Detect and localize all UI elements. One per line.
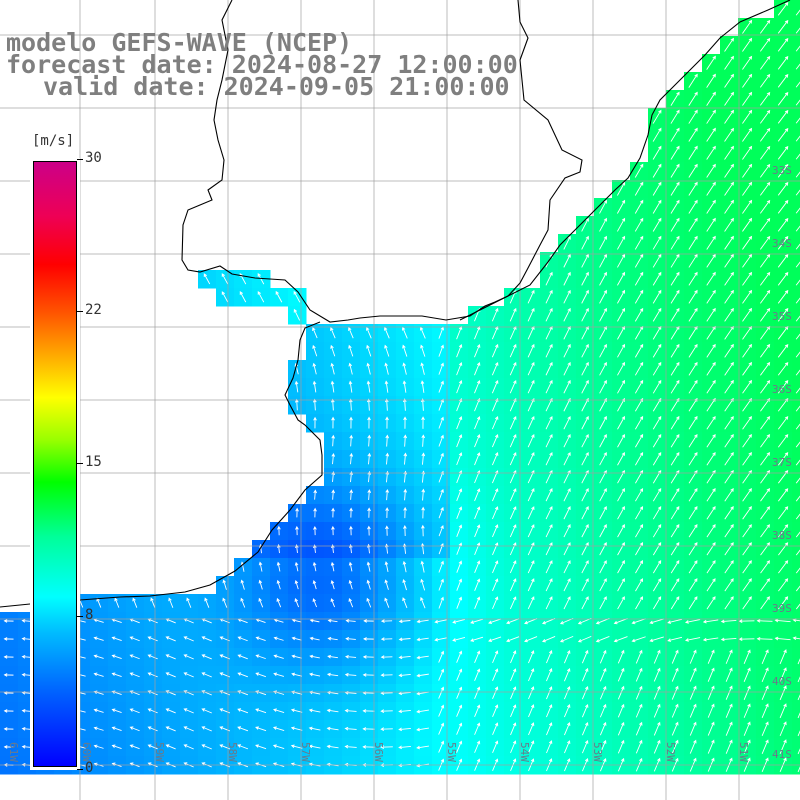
colorbar-unit: [m/s] [32, 133, 75, 149]
longitude-label: 56W [372, 742, 385, 762]
longitude-label: 55W [445, 742, 458, 762]
wind-speed-field [0, 0, 800, 775]
latitude-label: 40S [772, 675, 792, 688]
wind-vector-field [3, 1, 800, 773]
coastline-south [0, 321, 323, 608]
valid-date: valid date: 2024-09-05 21:00:00 [43, 72, 510, 101]
colorbar-tick-22: 22 [77, 302, 102, 318]
longitude-label: 53W [591, 742, 604, 762]
latitude-label: 38S [772, 529, 792, 542]
latitude-label: 39S [772, 602, 792, 615]
longitude-label: 54W [518, 742, 531, 762]
colorbar [30, 158, 80, 770]
coastline-brazil [459, 0, 791, 321]
coastline [181, 0, 583, 323]
latitude-label: 33S [772, 164, 792, 177]
longitude-label: 60W [80, 742, 93, 762]
colorbar-tick-0: 0 [76, 760, 94, 776]
latitude-label: 34S [772, 237, 792, 250]
latitude-label: 41S [772, 748, 792, 761]
latitude-label: 36S [772, 383, 792, 396]
longitude-label: 58W [226, 742, 239, 762]
longitude-label: 59W [153, 742, 166, 762]
colorbar-tick-30: 30 [77, 150, 102, 166]
longitude-label: 61W [7, 742, 20, 762]
latitude-label: 35S [772, 310, 792, 323]
colorbar-tick-8: 8 [76, 607, 94, 623]
longitude-label: 57W [299, 742, 312, 762]
forecast-date: forecast date: 2024-08-27 12:00:00 [6, 50, 518, 79]
longitude-label: 51W [737, 742, 750, 762]
colorbar-gradient [33, 161, 77, 767]
latitude-label: 37S [772, 456, 792, 469]
model-title: modelo GEFS-WAVE (NCEP) [6, 28, 353, 57]
colorbar-tick-15: 15 [77, 454, 102, 470]
longitude-label: 52W [664, 742, 677, 762]
